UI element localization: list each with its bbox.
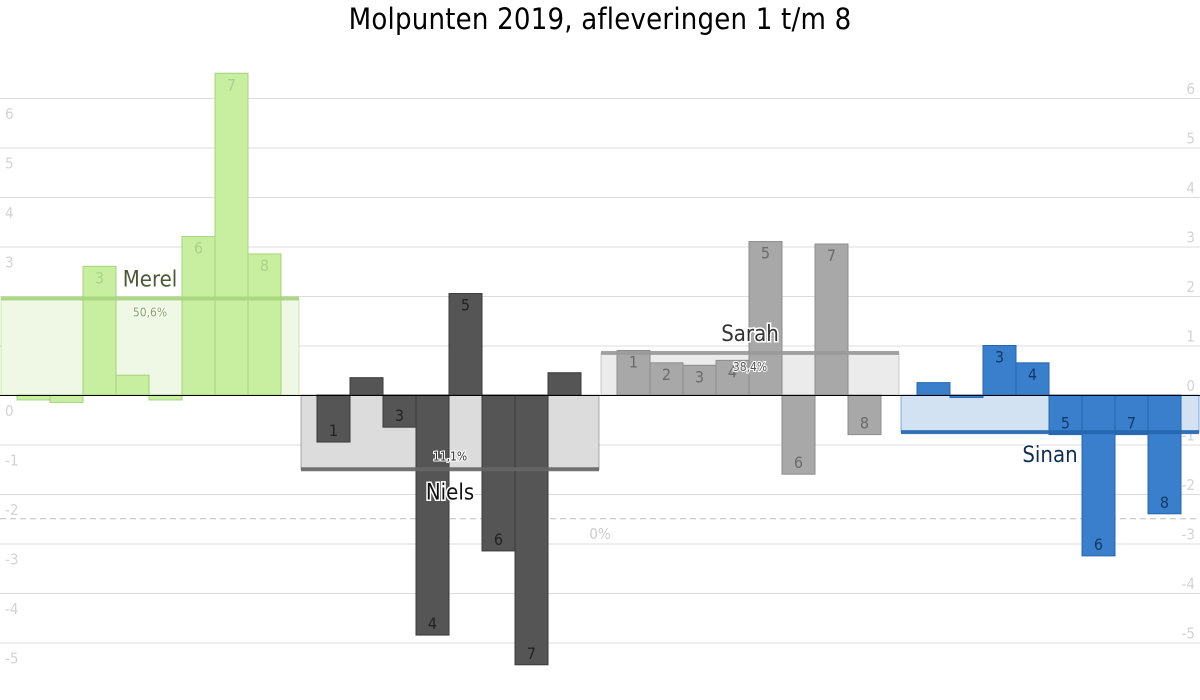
candidate-name: Sinan [1022, 443, 1077, 468]
bar [415, 394, 450, 636]
bar [748, 241, 783, 396]
bar-label: 7 [527, 644, 536, 663]
bar-label: 8 [260, 256, 269, 275]
bar [715, 359, 750, 396]
y-tick-right: 4 [1186, 179, 1195, 197]
y-tick-right: 6 [1186, 80, 1195, 98]
bar [649, 362, 684, 396]
bar-label: 3 [695, 367, 704, 386]
bar [1015, 362, 1050, 396]
bar [181, 236, 216, 396]
bar [115, 374, 150, 396]
candidate-name: Sarah [721, 322, 779, 347]
bar [514, 394, 549, 666]
bar [448, 293, 483, 396]
bar-label: 7 [227, 75, 236, 94]
bar-label: 6 [194, 239, 203, 258]
average-line [601, 350, 899, 355]
candidate-name: Niels [426, 480, 474, 505]
bar [214, 72, 249, 396]
average-line [901, 430, 1199, 435]
y-tick-left: 0 [5, 402, 14, 420]
y-tick-left: -2 [5, 501, 18, 519]
y-tick-right: 1 [1186, 328, 1195, 346]
bar-label: 6 [794, 453, 803, 472]
y-tick-right: -2 [1182, 476, 1195, 494]
y-tick-right: 2 [1186, 278, 1195, 296]
bar-label: 6 [1094, 535, 1103, 554]
candidate-name: Merel [123, 267, 178, 292]
bar [316, 394, 351, 443]
bar-label: 8 [1160, 493, 1169, 512]
bar [49, 394, 84, 403]
y-tick-left: -4 [5, 600, 18, 618]
bar [547, 372, 582, 396]
average-region [300, 394, 600, 470]
threshold-label: 0% [589, 525, 611, 543]
bar [781, 394, 816, 475]
bar [349, 377, 384, 396]
candidate-percentage: 11,1% [433, 449, 467, 463]
bar-label: 3 [95, 268, 104, 287]
bar-label: 3 [995, 348, 1004, 367]
bar-label: 5 [461, 296, 470, 315]
bar [247, 253, 282, 396]
bar [1114, 394, 1149, 436]
bar-label: 5 [1061, 414, 1070, 433]
bar [916, 382, 951, 396]
bar-label: 4 [728, 362, 737, 381]
bar [1048, 394, 1083, 436]
bar [382, 394, 417, 428]
bar-label: 6 [494, 530, 503, 549]
y-tick-left: -1 [5, 452, 18, 470]
y-tick-left: 3 [5, 254, 14, 272]
chart-title: Molpunten 2019, afleveringen 1 t/m 8 [348, 2, 852, 36]
y-tick-left: 6 [5, 105, 14, 123]
bar [814, 243, 849, 396]
y-tick-left: 5 [5, 155, 14, 173]
bar-label: 2 [662, 365, 671, 384]
candidate-percentage: 50,6% [133, 305, 167, 319]
bar [1147, 394, 1182, 515]
bar [82, 265, 117, 396]
bar-label: 8 [860, 414, 869, 433]
y-tick-right: 3 [1186, 229, 1195, 247]
y-tick-right: -4 [1182, 575, 1195, 593]
bar-label: 4 [1028, 365, 1037, 384]
y-tick-right: 0 [1186, 377, 1195, 395]
y-tick-left: 4 [5, 204, 14, 222]
bar [847, 394, 882, 436]
bar-label: 7 [827, 246, 836, 265]
bar-label: 3 [395, 406, 404, 425]
bar-label: 5 [761, 244, 770, 263]
y-tick-left: -5 [5, 650, 18, 668]
average-line [301, 467, 599, 472]
bar-label: 7 [1127, 414, 1136, 433]
bar-label: 1 [629, 352, 638, 371]
bar [982, 345, 1017, 396]
y-tick-right: 5 [1186, 130, 1195, 148]
candidate-percentage: 38,4% [733, 360, 767, 374]
bar-label: 1 [329, 421, 338, 440]
bar-label: 4 [428, 614, 437, 633]
bar [1081, 394, 1116, 557]
average-line [1, 296, 299, 301]
y-tick-left: -3 [5, 551, 18, 569]
y-tick-right: -3 [1182, 526, 1195, 544]
y-tick-right: -5 [1182, 625, 1195, 643]
bar [481, 394, 516, 552]
